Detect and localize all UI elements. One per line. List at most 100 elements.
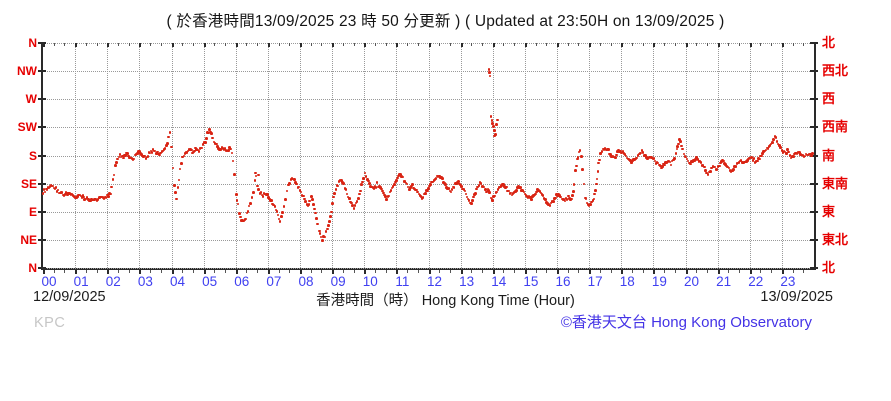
wind-direction-dot	[336, 184, 340, 188]
wind-direction-dot	[593, 192, 597, 196]
wind-direction-dot	[803, 154, 807, 158]
wind-direction-dot	[585, 201, 589, 205]
chart-title: ( 於香港時間13/09/2025 23 時 50 分更新 ) ( Update…	[166, 13, 725, 30]
wind-direction-dot	[652, 156, 656, 160]
minor-tick-top	[760, 43, 762, 46]
axis-tick-right	[810, 70, 818, 73]
hour-label: 04	[169, 274, 186, 289]
gridline-vertical	[364, 43, 366, 268]
axis-tick-left	[38, 70, 46, 73]
axis-tick-left	[38, 154, 46, 157]
wind-direction-dot	[101, 195, 105, 199]
hour-tick-bottom	[43, 270, 45, 274]
wind-direction-dot	[677, 142, 681, 146]
minor-tick-bottom	[482, 270, 484, 273]
wind-direction-dot	[353, 204, 357, 207]
wind-direction-dot	[629, 158, 632, 162]
wind-direction-dot	[543, 198, 547, 201]
wind-direction-dot	[595, 182, 598, 186]
wind-direction-dot	[407, 188, 411, 191]
wind-direction-dot	[565, 198, 569, 201]
wind-direction-dot	[388, 190, 392, 194]
wind-direction-dot	[140, 153, 143, 156]
wind-direction-dot	[681, 147, 685, 151]
wind-direction-dot	[124, 154, 127, 157]
wind-direction-outlier-dot	[488, 71, 491, 74]
wind-direction-dot	[346, 195, 350, 199]
minor-tick-bottom	[182, 270, 184, 273]
minor-tick-top	[53, 43, 55, 46]
compass-label-left: S	[28, 148, 37, 163]
wind-direction-outlier-dot	[487, 67, 491, 71]
hour-label: 12	[426, 274, 443, 289]
wind-direction-dot	[259, 191, 263, 194]
wind-direction-dot	[245, 211, 249, 215]
wind-direction-dot	[483, 188, 487, 191]
wind-direction-dot	[521, 189, 525, 192]
wind-direction-dot	[229, 147, 232, 151]
hour-label: 09	[330, 274, 346, 289]
wind-direction-dot	[355, 200, 359, 203]
wind-direction-dot	[177, 178, 181, 182]
wind-direction-dot	[252, 191, 255, 194]
wind-direction-dot	[470, 202, 473, 205]
wind-direction-dot	[487, 188, 491, 192]
minor-tick-top	[128, 43, 130, 46]
minor-tick-bottom	[278, 270, 280, 273]
wind-direction-dot	[174, 191, 177, 194]
hour-label: 06	[234, 274, 250, 289]
wind-direction-dot	[802, 155, 806, 159]
wind-direction-dot	[578, 148, 582, 152]
wind-direction-dot	[406, 185, 410, 189]
wind-direction-dot	[750, 156, 754, 160]
wind-direction-dot	[463, 189, 467, 193]
gridline-vertical	[557, 43, 558, 268]
wind-direction-dot	[285, 189, 289, 193]
minor-tick-bottom	[342, 270, 344, 273]
wind-direction-dot	[775, 139, 779, 143]
compass-label-left: SE	[20, 176, 37, 191]
wind-direction-dot	[698, 159, 702, 163]
wind-direction-dot	[491, 199, 495, 202]
minor-tick-bottom	[160, 270, 162, 273]
wind-direction-dot	[159, 151, 163, 155]
hour-tick-top	[749, 43, 752, 47]
minor-tick-bottom	[439, 270, 441, 273]
wind-direction-dot	[89, 198, 92, 202]
wind-direction-dot	[337, 180, 341, 183]
wind-direction-dot	[591, 199, 595, 202]
wind-direction-dot	[333, 192, 336, 195]
wind-direction-dot	[786, 148, 789, 151]
compass-label-left: SW	[17, 120, 37, 135]
hour-label: 10	[362, 274, 378, 289]
minor-tick-bottom	[578, 270, 580, 273]
minor-tick-bottom	[310, 270, 312, 273]
minor-tick-bottom	[567, 270, 569, 273]
minor-tick-top	[803, 43, 805, 46]
wind-direction-dot	[527, 195, 531, 198]
wind-direction-dot	[299, 190, 303, 194]
wind-direction-dot	[566, 194, 570, 198]
minor-tick-bottom	[225, 270, 227, 273]
wind-direction-outlier-dot	[488, 74, 492, 78]
wind-direction-dot	[156, 150, 159, 154]
wind-direction-dot	[503, 184, 506, 188]
wind-direction-dot	[253, 178, 257, 182]
wind-direction-dot	[535, 190, 538, 194]
wind-direction-dot	[109, 192, 112, 196]
wind-direction-dot	[352, 207, 356, 210]
wind-direction-dot	[384, 194, 387, 198]
minor-tick-bottom	[706, 270, 708, 273]
compass-label-right: 東	[822, 203, 836, 219]
hour-label: 07	[266, 274, 282, 289]
wind-direction-dot	[685, 157, 689, 161]
wind-direction-dot	[374, 185, 378, 189]
wind-direction-dot	[556, 194, 559, 198]
wind-direction-dot	[792, 155, 795, 158]
wind-direction-dot	[153, 149, 157, 153]
wind-direction-dot	[640, 148, 644, 152]
wind-direction-dot	[623, 153, 627, 156]
gridline-vertical	[428, 43, 430, 268]
wind-direction-dot	[517, 185, 520, 188]
wind-direction-dot	[309, 195, 313, 198]
